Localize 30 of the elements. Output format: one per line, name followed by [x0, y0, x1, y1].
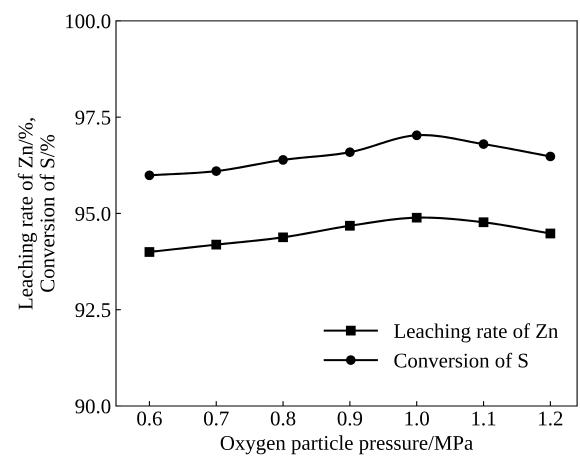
y-tick-label: 100.0 — [66, 14, 110, 28]
x-tick-label: 0.9 — [338, 411, 362, 426]
point — [278, 155, 288, 165]
x-tick-label: 1.2 — [539, 412, 562, 426]
point — [345, 220, 355, 231]
point — [546, 152, 556, 162]
legend-label: Leaching rate of Zn — [394, 323, 558, 342]
point — [144, 247, 154, 257]
y-tick-label: 97.5 — [75, 110, 110, 125]
point — [144, 170, 154, 180]
point — [546, 228, 556, 238]
point — [278, 232, 288, 242]
point — [478, 139, 488, 149]
x-tick-label: 1.1 — [472, 412, 496, 426]
point — [211, 240, 222, 250]
point — [412, 212, 422, 223]
x-tick-label: 0.6 — [137, 411, 162, 426]
point — [345, 147, 355, 158]
y-tick-label: 90.0 — [75, 399, 110, 414]
x-axis-title: Oxygen particle pressure/MPa — [220, 435, 473, 454]
x-tick-label: 0.8 — [270, 411, 296, 426]
point — [211, 166, 222, 176]
y-tick-label: 95.0 — [75, 206, 110, 221]
point — [412, 130, 422, 140]
y-tick-label: 92.5 — [75, 303, 110, 318]
legend-label: Conversion of S — [394, 352, 528, 368]
x-tick-label: 0.7 — [204, 411, 229, 426]
y-axis-title: Leaching rate of Zn/%, Conversion of S/% — [18, 118, 55, 310]
x-tick-label: 1.0 — [406, 411, 429, 426]
point — [478, 217, 488, 228]
